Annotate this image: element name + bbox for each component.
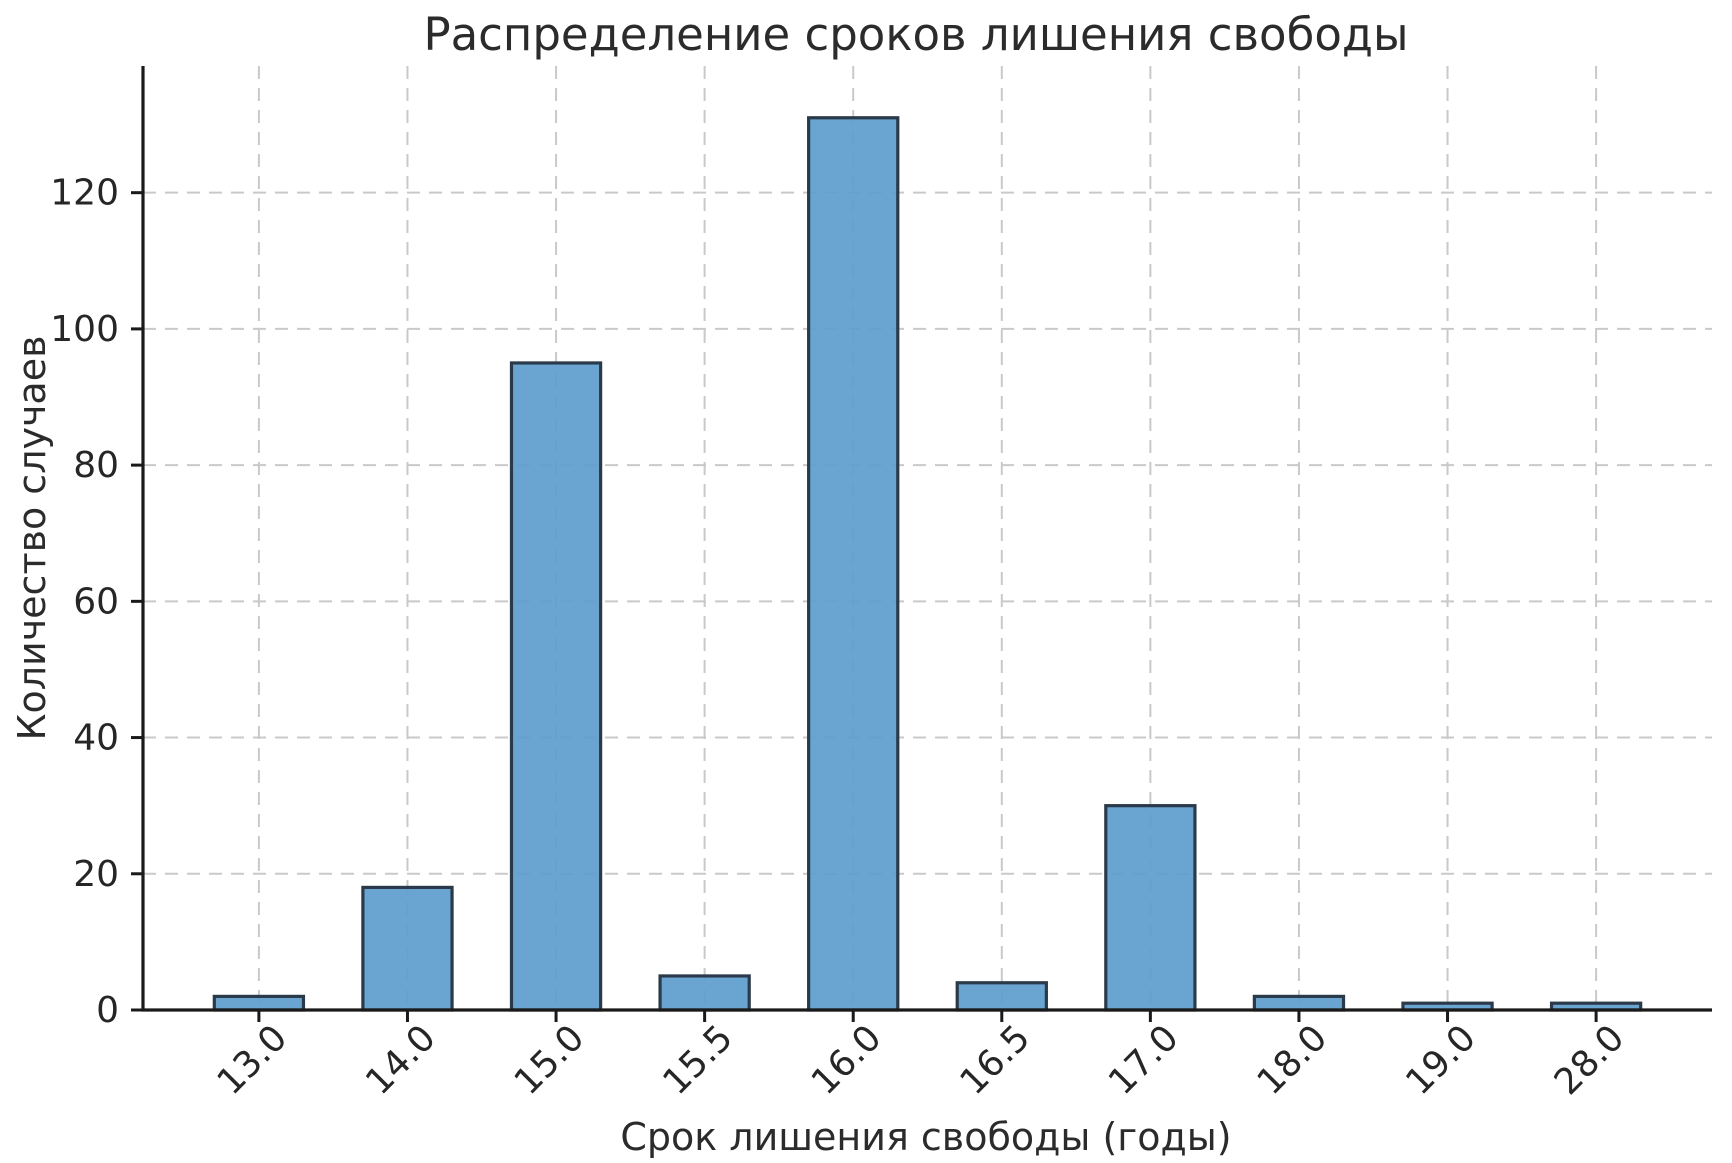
x-tick-label-13.0: 13.0 — [210, 1017, 296, 1103]
x-tick-label-15.0: 15.0 — [507, 1017, 593, 1103]
x-tick-label-28.0: 28.0 — [1547, 1017, 1633, 1103]
y-tick-label-80: 80 — [73, 445, 119, 486]
x-axis-label: Срок лишения свободы (годы) — [620, 1115, 1231, 1159]
bar-15.5 — [658, 974, 751, 1012]
x-tick-label-16.0: 16.0 — [804, 1017, 890, 1103]
bars — [212, 116, 1643, 1012]
y-tick-label-100: 100 — [50, 309, 119, 350]
x-tick-label-18.0: 18.0 — [1250, 1017, 1336, 1103]
x-tick-label-14.0: 14.0 — [358, 1017, 444, 1103]
bar-16.5 — [955, 981, 1048, 1012]
x-tick-label-19.0: 19.0 — [1398, 1017, 1484, 1103]
axes — [131, 66, 1712, 1022]
x-tick-label-17.0: 17.0 — [1101, 1017, 1187, 1103]
y-tick-label-40: 40 — [73, 718, 119, 759]
bar-16.0 — [807, 116, 900, 1012]
y-axis-label: Количество случаев — [10, 336, 54, 741]
y-tick-label-120: 120 — [50, 173, 119, 214]
bar-15.0 — [509, 361, 603, 1012]
y-tick-label-60: 60 — [73, 581, 119, 622]
bar-14.0 — [361, 885, 454, 1012]
bar-18.0 — [1252, 994, 1346, 1012]
bar-17.0 — [1104, 804, 1197, 1012]
y-tick-label-0: 0 — [96, 990, 119, 1031]
y-tick-label-20: 20 — [73, 854, 119, 895]
x-tick-label-15.5: 15.5 — [655, 1017, 741, 1103]
bar-13.0 — [212, 994, 306, 1012]
gridlines — [143, 66, 1712, 1010]
x-tick-label-16.5: 16.5 — [952, 1017, 1038, 1103]
chart-title: Распределение сроков лишения свободы — [423, 8, 1408, 61]
